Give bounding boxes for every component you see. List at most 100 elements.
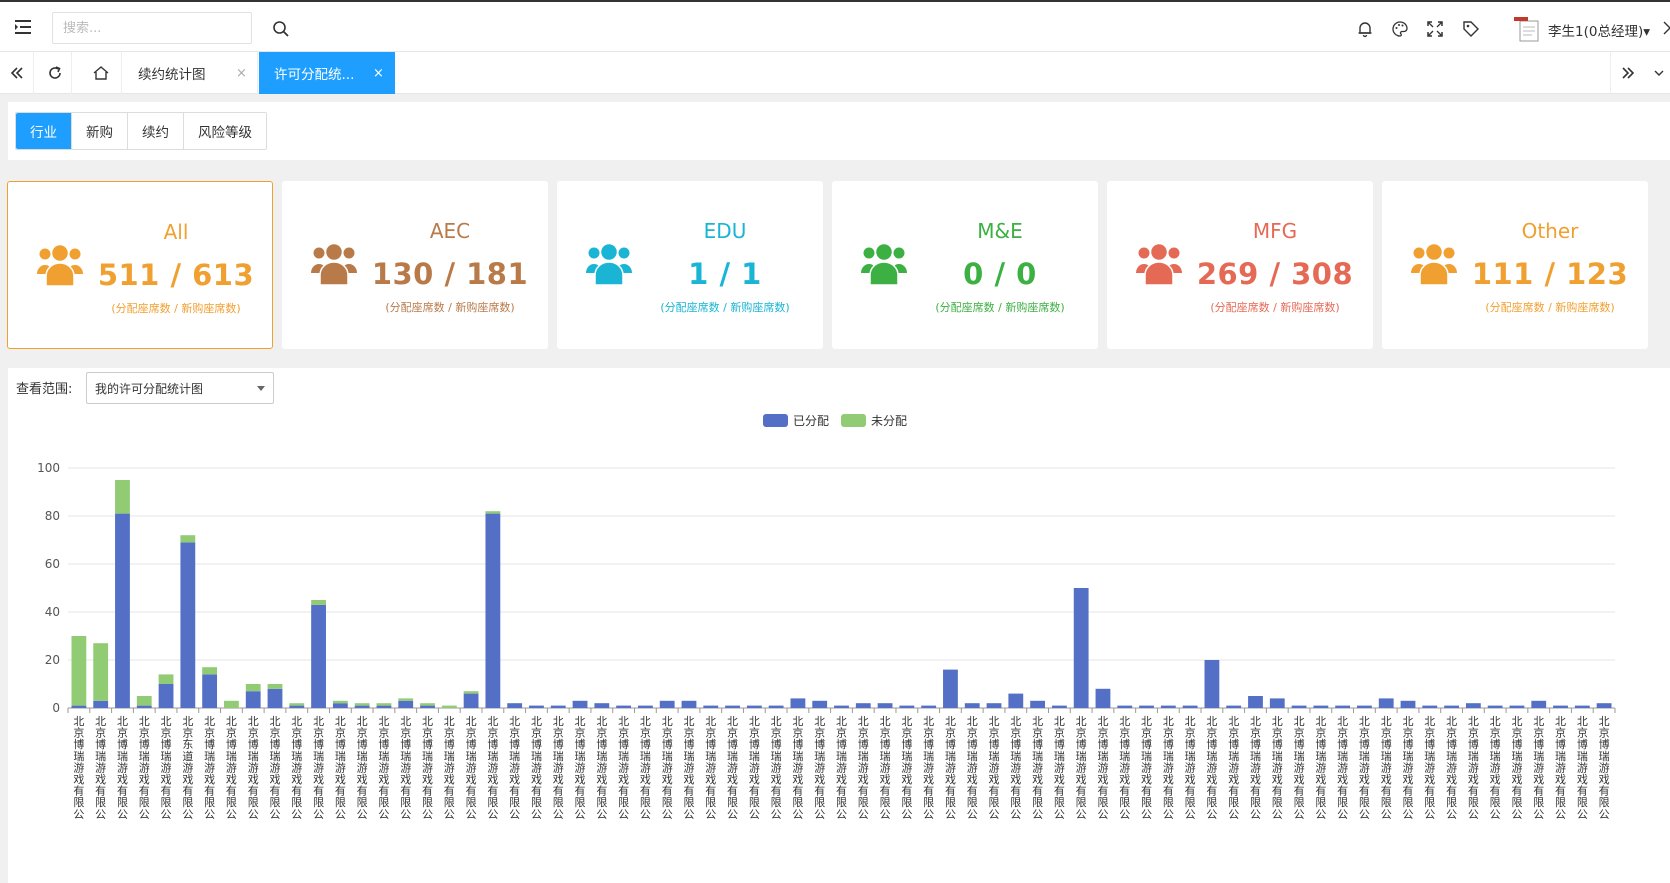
bar-allocated	[703, 705, 719, 708]
x-tick-label: 北京博瑞游戏有限公	[923, 715, 934, 821]
fullscreen-icon[interactable]	[1426, 20, 1444, 38]
summary-card-all[interactable]: All 511 / 613 (分配座席数 / 新购座席数)	[7, 181, 273, 349]
people-group-icon	[861, 242, 907, 286]
bar-allocated	[572, 700, 588, 708]
bar-allocated	[93, 700, 109, 708]
filter-industry-button[interactable]: 行业	[16, 113, 72, 149]
bar-allocated	[463, 693, 479, 708]
bar-allocated	[1073, 588, 1089, 708]
x-tick-label: 北京博瑞游戏有限公	[575, 715, 586, 821]
x-tick-label: 北京博瑞游戏有限公	[117, 715, 128, 821]
avatar[interactable]	[1512, 15, 1542, 43]
close-icon[interactable]: ×	[236, 65, 247, 81]
x-tick-label: 北京博瑞游戏有限公	[531, 715, 542, 821]
bell-icon[interactable]	[1356, 20, 1374, 38]
card-title: MFG	[1252, 219, 1298, 243]
summary-card-other[interactable]: Other 111 / 123 (分配座席数 / 新购座席数)	[1382, 181, 1648, 349]
bar-allocated	[659, 700, 675, 708]
x-tick-label: 北京博瑞游戏有限公	[1185, 715, 1196, 821]
bar-allocated	[1030, 700, 1046, 708]
y-tick-label: 0	[52, 701, 60, 715]
range-select[interactable]: 我的许可分配统计图	[86, 372, 274, 404]
bar-allocated	[943, 669, 958, 708]
tag-icon[interactable]	[1462, 20, 1480, 38]
x-tick-label: 北京博瑞游戏有限公	[1097, 715, 1108, 821]
y-tick-label: 60	[45, 557, 60, 571]
x-tick-label: 北京博瑞游戏有限公	[727, 715, 738, 821]
bar-allocated	[158, 684, 174, 708]
bar-unallocated	[441, 705, 457, 708]
tab-menu-button[interactable]	[1648, 52, 1670, 94]
x-tick-label: 北京博瑞游戏有限公	[1228, 715, 1239, 821]
top-bar: 李生1(0总经理)▾	[0, 0, 1670, 52]
bar-allocated	[245, 691, 261, 708]
close-icon[interactable]: ×	[373, 65, 384, 81]
bar-allocated	[202, 674, 218, 708]
x-tick-label: 北京博瑞游戏有限公	[226, 715, 237, 821]
bar-allocated	[921, 705, 937, 708]
bar-allocated	[1465, 703, 1481, 708]
filter-risk-level-button[interactable]: 风险等级	[184, 113, 266, 149]
card-subtitle: (分配座席数 / 新购座席数)	[1210, 301, 1340, 314]
bar-allocated	[1444, 705, 1459, 708]
home-button[interactable]	[80, 52, 122, 94]
legend-swatch	[763, 414, 788, 427]
x-tick-label: 北京博瑞游戏有限公	[1272, 715, 1283, 821]
bar-unallocated	[420, 703, 435, 706]
card-subtitle: (分配座席数 / 新购座席数)	[111, 302, 241, 315]
x-tick-label: 北京博瑞游戏有限公	[705, 715, 716, 821]
card-subtitle: (分配座席数 / 新购座席数)	[1485, 301, 1615, 314]
bar-unallocated	[463, 691, 479, 694]
palette-icon[interactable]	[1391, 20, 1409, 38]
x-tick-label: 北京博瑞游戏有限公	[967, 715, 978, 821]
bar-allocated	[1531, 700, 1547, 708]
x-tick-label: 北京博瑞游戏有限公	[444, 715, 455, 821]
card-value: 130 / 181	[371, 257, 529, 291]
bar-unallocated	[136, 696, 152, 706]
x-tick-label: 北京博瑞游戏有限公	[73, 715, 84, 821]
legend-swatch	[841, 414, 866, 427]
summary-card-aec[interactable]: AEC 130 / 181 (分配座席数 / 新购座席数)	[282, 181, 548, 349]
summary-card-mande[interactable]: M&E 0 / 0 (分配座席数 / 新购座席数)	[832, 181, 1098, 349]
search-icon[interactable]	[272, 20, 290, 38]
x-tick-label: 北京博瑞游戏有限公	[771, 715, 782, 821]
bar-allocated	[1596, 703, 1612, 708]
x-tick-label: 北京博瑞游戏有限公	[1359, 715, 1370, 821]
category-button-group: 行业 新购 续约 风险等级	[15, 112, 267, 150]
bar-allocated	[725, 705, 740, 708]
card-subtitle: (分配座席数 / 新购座席数)	[660, 301, 790, 314]
scroll-left-button[interactable]	[0, 52, 34, 94]
people-group-icon	[37, 243, 83, 287]
bar-unallocated	[398, 698, 414, 701]
x-tick-label: 北京博瑞游戏有限公	[1337, 715, 1348, 821]
x-tick-label: 北京博瑞游戏有限公	[1076, 715, 1087, 821]
bar-unallocated	[354, 703, 370, 706]
tab-license-allocation[interactable]: 许可分配统... ×	[259, 52, 395, 94]
card-title: AEC	[429, 219, 471, 243]
x-tick-label: 北京博瑞游戏有限公	[1119, 715, 1130, 821]
range-select-value: 我的许可分配统计图	[95, 381, 204, 396]
bar-unallocated	[289, 703, 305, 706]
card-value: 0 / 0	[963, 257, 1037, 291]
tab-renewal-chart[interactable]: 续约统计图 ×	[124, 52, 258, 94]
search-input[interactable]	[52, 12, 252, 44]
people-group-icon	[311, 242, 357, 286]
scroll-right-button[interactable]	[1610, 52, 1644, 94]
bar-allocated	[964, 703, 980, 708]
expand-icon[interactable]	[1662, 20, 1670, 36]
menu-toggle-icon[interactable]	[15, 19, 33, 35]
user-menu[interactable]: 李生1(0总经理)▾	[1548, 24, 1650, 40]
range-label: 查看范围:	[16, 382, 73, 397]
card-value: 1 / 1	[688, 257, 762, 291]
summary-card-edu[interactable]: EDU 1 / 1 (分配座席数 / 新购座席数)	[557, 181, 823, 349]
y-tick-label: 100	[37, 461, 60, 475]
bar-allocated	[550, 705, 566, 708]
filter-new-purchase-button[interactable]: 新购	[72, 113, 128, 149]
x-tick-label: 北京博瑞游戏有限公	[1446, 715, 1457, 821]
bar-allocated	[115, 513, 130, 708]
refresh-button[interactable]	[38, 52, 72, 94]
x-tick-label: 北京博瑞游戏有限公	[880, 715, 891, 821]
filter-renewal-button[interactable]: 续约	[128, 113, 184, 149]
x-tick-label: 北京博瑞游戏有限公	[161, 715, 172, 821]
summary-card-mfg[interactable]: MFG 269 / 308 (分配座席数 / 新购座席数)	[1107, 181, 1373, 349]
